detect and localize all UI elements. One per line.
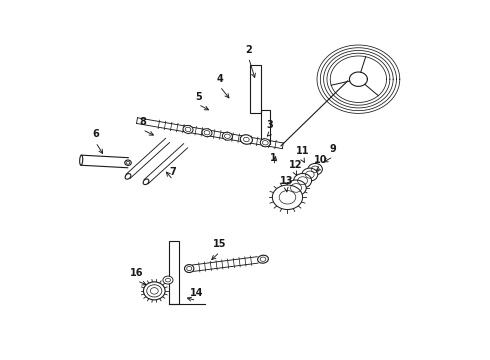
Bar bbox=[261, 110, 270, 144]
Ellipse shape bbox=[302, 168, 318, 181]
Ellipse shape bbox=[144, 282, 165, 300]
Text: 16: 16 bbox=[130, 268, 144, 278]
Ellipse shape bbox=[125, 174, 131, 179]
Text: 13: 13 bbox=[280, 176, 293, 186]
Text: 1: 1 bbox=[270, 153, 277, 163]
Bar bbox=[250, 65, 261, 113]
Ellipse shape bbox=[183, 125, 193, 134]
Text: 10: 10 bbox=[314, 154, 327, 165]
Ellipse shape bbox=[222, 132, 232, 140]
Ellipse shape bbox=[294, 174, 312, 188]
Text: 4: 4 bbox=[217, 73, 223, 84]
Ellipse shape bbox=[260, 139, 270, 147]
Text: 2: 2 bbox=[245, 45, 252, 55]
Text: 12: 12 bbox=[289, 160, 302, 170]
Ellipse shape bbox=[240, 135, 252, 144]
Ellipse shape bbox=[80, 155, 83, 165]
Ellipse shape bbox=[143, 179, 149, 185]
Ellipse shape bbox=[308, 163, 322, 175]
Text: 7: 7 bbox=[170, 167, 176, 177]
Text: 5: 5 bbox=[195, 91, 201, 102]
Ellipse shape bbox=[163, 276, 173, 284]
Ellipse shape bbox=[125, 160, 131, 166]
Text: 6: 6 bbox=[92, 129, 99, 139]
Text: 9: 9 bbox=[330, 144, 337, 154]
Text: 11: 11 bbox=[296, 146, 309, 156]
Text: 15: 15 bbox=[213, 239, 226, 249]
Text: 14: 14 bbox=[190, 288, 203, 298]
Ellipse shape bbox=[202, 129, 212, 137]
Bar bbox=[170, 241, 179, 304]
Ellipse shape bbox=[286, 180, 306, 196]
Ellipse shape bbox=[272, 185, 303, 210]
Text: 3: 3 bbox=[267, 120, 273, 130]
Ellipse shape bbox=[185, 265, 194, 273]
Text: 8: 8 bbox=[139, 117, 146, 127]
Ellipse shape bbox=[242, 135, 251, 144]
Ellipse shape bbox=[258, 255, 269, 263]
